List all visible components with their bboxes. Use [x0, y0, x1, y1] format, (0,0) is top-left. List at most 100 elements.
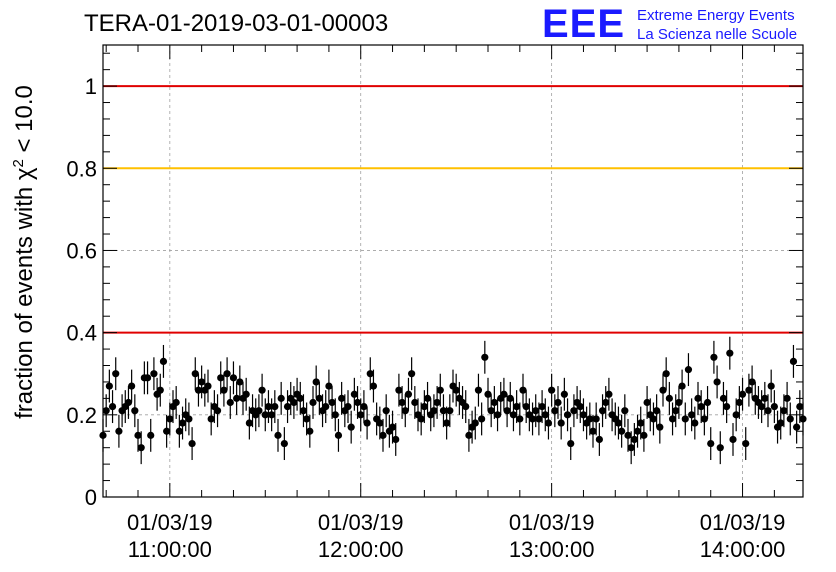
axes: 00.20.40.60.8101/03/1911:00:0001/03/1912… — [66, 45, 803, 562]
data-point — [436, 386, 444, 394]
data-point — [280, 439, 288, 448]
data-point — [166, 415, 174, 423]
y-tick-label: 0.8 — [66, 156, 97, 181]
data-point — [242, 390, 250, 398]
data-point — [678, 382, 686, 390]
logo-line-2: La Scienza nelle Scuole — [637, 26, 798, 43]
data-point — [433, 398, 441, 407]
data-point — [694, 394, 702, 402]
data-point — [777, 419, 785, 427]
data-point — [395, 386, 403, 394]
data-point — [675, 398, 683, 407]
eee-logo: EEE Extreme Energy Events La Scienza nel… — [542, 4, 832, 44]
data-point — [576, 403, 584, 411]
data-point — [506, 394, 514, 402]
data-point — [729, 435, 737, 444]
data-point — [115, 427, 123, 435]
data-point — [710, 353, 718, 361]
data-point — [490, 398, 498, 407]
data-point — [589, 427, 597, 435]
data-point — [357, 411, 365, 419]
data-point — [401, 407, 409, 415]
data-point — [350, 390, 358, 398]
data-point — [592, 415, 600, 423]
data-point — [538, 403, 546, 411]
data-point — [516, 415, 524, 423]
data-point — [551, 407, 559, 415]
grid — [103, 45, 803, 497]
data-point — [662, 370, 670, 378]
data-point — [226, 398, 234, 407]
data-point — [541, 411, 549, 419]
data-point — [630, 435, 638, 444]
data-point — [417, 415, 425, 423]
data-point — [134, 431, 142, 439]
data-point — [261, 411, 269, 419]
data-point — [557, 419, 565, 427]
data-point — [723, 403, 731, 411]
data-point — [217, 374, 225, 382]
data-point — [283, 403, 292, 411]
data-point — [236, 378, 244, 386]
data-point — [649, 415, 658, 423]
data-point — [423, 394, 432, 402]
data-point — [500, 390, 508, 398]
data-point — [748, 378, 756, 386]
data-point — [474, 386, 483, 394]
data-point — [264, 403, 273, 411]
data-point — [713, 378, 721, 386]
data-point — [605, 390, 613, 398]
data-point — [471, 419, 479, 427]
data-point — [567, 439, 575, 448]
data-point — [185, 415, 193, 423]
data-point — [767, 382, 775, 390]
data-point — [532, 407, 540, 415]
data-point — [665, 394, 673, 402]
logo-line-1: Extreme Energy Events — [637, 7, 795, 24]
data-point — [163, 427, 171, 435]
data-point — [700, 415, 708, 423]
data-point — [204, 382, 212, 390]
data-point — [411, 398, 419, 407]
data-point — [627, 444, 635, 452]
reference-lines — [103, 85, 803, 334]
data-point — [325, 382, 333, 390]
data-point — [703, 398, 712, 407]
data-point — [229, 374, 238, 382]
data-point — [465, 431, 473, 439]
data-point — [306, 427, 314, 435]
data-point — [618, 427, 626, 435]
data-point — [220, 386, 228, 394]
data-point — [274, 431, 282, 439]
data-point — [726, 349, 734, 357]
x-tick-time-label: 11:00:00 — [128, 537, 212, 562]
data-point — [560, 390, 568, 398]
data-point — [624, 431, 632, 439]
data-point — [653, 407, 661, 415]
data-point — [315, 394, 323, 402]
data-point — [296, 394, 304, 402]
data-point — [334, 431, 343, 439]
data-point — [522, 403, 530, 411]
data-point — [439, 407, 448, 415]
data-point — [147, 431, 155, 439]
data-point — [328, 398, 336, 407]
data-point — [191, 370, 199, 378]
x-tick-date-label: 01/03/19 — [127, 510, 213, 535]
data-point — [392, 435, 400, 444]
data-point — [716, 444, 724, 452]
data-point — [513, 403, 521, 411]
data-point — [509, 411, 518, 419]
y-tick-label: 0.4 — [66, 321, 97, 346]
data-point — [137, 444, 145, 452]
data-point — [789, 357, 798, 365]
data-point — [735, 398, 743, 407]
data-point — [493, 411, 502, 419]
data-point — [312, 378, 320, 386]
data-point — [398, 398, 406, 407]
data-point — [602, 398, 610, 407]
data-point — [719, 394, 728, 402]
data-point — [793, 423, 801, 431]
data-point — [331, 411, 339, 419]
data-point — [796, 403, 804, 411]
